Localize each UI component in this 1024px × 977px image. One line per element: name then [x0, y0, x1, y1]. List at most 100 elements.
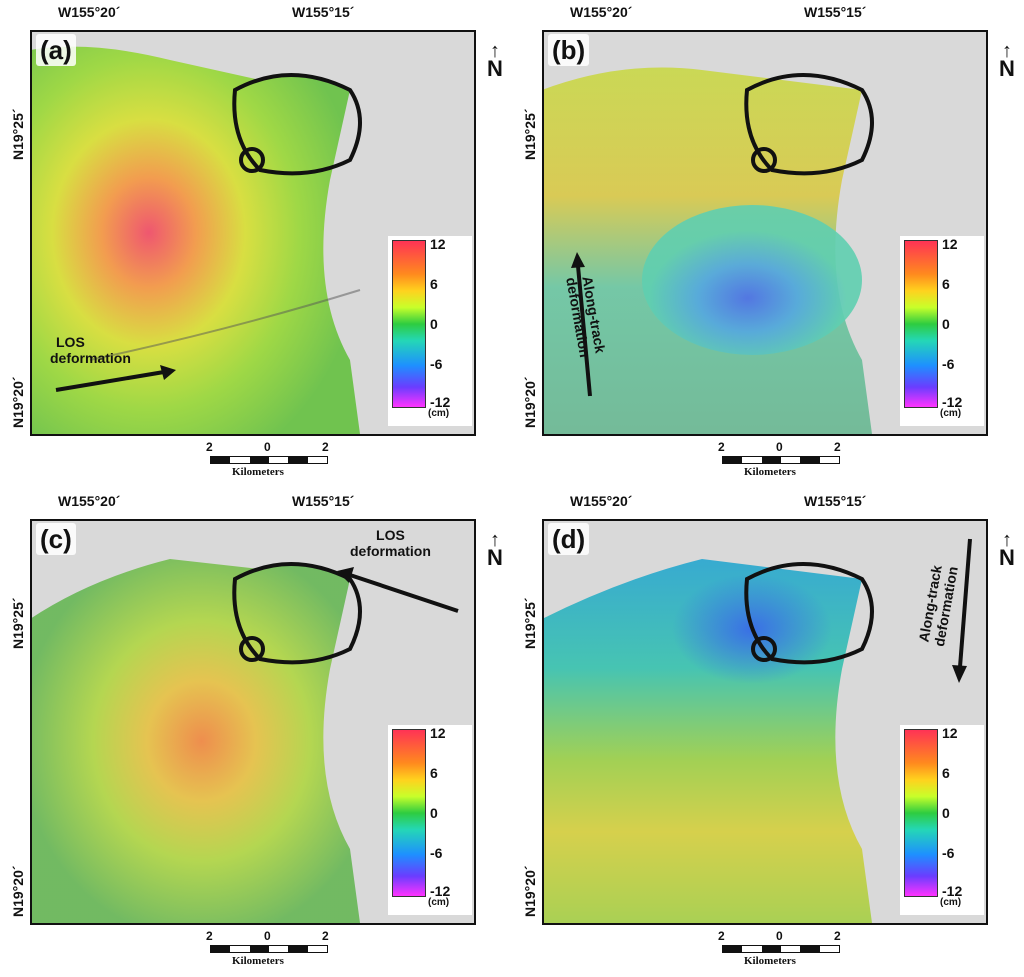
crater-pit — [751, 636, 777, 662]
scale-tick: 2 — [834, 929, 841, 943]
scale-unit: Kilometers — [232, 466, 284, 478]
colorbar-tick: -12 — [430, 883, 451, 899]
panel-a: W155°20´ W155°15´ N19°25´ N19°20´ (a) ↑ … — [0, 0, 512, 488]
panel-b: W155°20´ W155°15´ N19°25´ N19°20´ (b) ↑ … — [512, 0, 1024, 488]
deformation-arrow-icon — [55, 365, 176, 392]
scale-tick: 2 — [322, 929, 329, 943]
north-arrow: ↑ N — [994, 529, 1020, 570]
scale-bar: 2 0 2 Kilometers — [718, 929, 848, 975]
latitude-label-south: N19°20´ — [522, 376, 538, 428]
panel-d: W155°20´ W155°15´ N19°25´ N19°20´ (d) ↑ … — [512, 489, 1024, 977]
colorbar-tick: -12 — [430, 394, 451, 410]
colorbar-tick: 12 — [430, 236, 446, 252]
colorbar-tick: 12 — [430, 725, 446, 741]
deformation-field — [30, 559, 360, 923]
colorbar-tick: 6 — [942, 276, 950, 292]
north-arrow-icon: ↑ — [490, 529, 500, 551]
panel-c: W155°20´ W155°15´ N19°25´ N19°20´ (c) ↑ … — [0, 489, 512, 977]
deformation-map — [30, 30, 474, 434]
colorbar-tick: 12 — [942, 725, 958, 741]
north-arrow: ↑ N — [994, 40, 1020, 81]
rift-line — [89, 289, 361, 361]
colorbar-tick: 0 — [430, 805, 438, 821]
scale-bar: 2 0 2 Kilometers — [206, 929, 336, 975]
colorbar-unit: (cm) — [940, 408, 962, 419]
north-arrow-icon: ↑ — [490, 40, 500, 62]
longitude-label-west: W155°20´ — [570, 493, 633, 509]
colorbar-tick: 6 — [942, 765, 950, 781]
north-arrow: ↑ N — [482, 529, 508, 570]
colorbar: 12 6 0 -6 -12 (cm) — [388, 236, 472, 426]
panel-label: (c) — [36, 523, 76, 555]
colorbar-tick: -6 — [430, 356, 443, 372]
crater-pit — [239, 636, 265, 662]
deformation-arrow-icon — [571, 252, 592, 397]
scale-tick: 0 — [264, 929, 271, 943]
longitude-label-west: W155°20´ — [570, 4, 633, 20]
colorbar-gradient — [392, 240, 426, 408]
scale-tick: 2 — [322, 440, 329, 454]
colorbar-tick: -12 — [942, 883, 963, 899]
latitude-label-south: N19°20´ — [10, 376, 26, 428]
latitude-label-north: N19°25´ — [522, 108, 538, 160]
latitude-label-north: N19°25´ — [10, 108, 26, 160]
colorbar-tick: -6 — [430, 845, 443, 861]
scale-tick: 2 — [718, 440, 725, 454]
colorbar-tick: 12 — [942, 236, 958, 252]
north-letter: N — [487, 545, 503, 570]
scale-tick: 0 — [776, 440, 783, 454]
scale-tick: 2 — [834, 440, 841, 454]
scale-bar: 2 0 2 Kilometers — [718, 440, 848, 486]
north-arrow-icon: ↑ — [1002, 40, 1012, 62]
colorbar-tick: 6 — [430, 765, 438, 781]
colorbar-gradient — [904, 240, 938, 408]
longitude-label-east: W155°15´ — [804, 4, 867, 20]
colorbar-gradient — [392, 729, 426, 897]
scale-tick: 2 — [206, 929, 213, 943]
north-letter: N — [487, 56, 503, 81]
longitude-label-east: W155°15´ — [292, 4, 355, 20]
panel-label: (d) — [548, 523, 590, 555]
deformation-lobe — [642, 205, 862, 355]
panel-label: (a) — [36, 34, 76, 66]
scale-bar: 2 0 2 Kilometers — [206, 440, 336, 486]
colorbar-tick: 6 — [430, 276, 438, 292]
scale-unit: Kilometers — [744, 466, 796, 478]
crater-pit — [239, 147, 265, 173]
colorbar-tick: 0 — [430, 316, 438, 332]
colorbar: 12 6 0 -6 -12 (cm) — [900, 725, 984, 915]
latitude-label-north: N19°25´ — [522, 597, 538, 649]
latitude-label-north: N19°25´ — [10, 597, 26, 649]
scale-tick: 2 — [206, 440, 213, 454]
annotation-line-2: deformation — [50, 350, 131, 366]
north-arrow-icon: ↑ — [1002, 529, 1012, 551]
scale-tick: 2 — [718, 929, 725, 943]
deformation-field — [30, 46, 360, 434]
scale-tick: 0 — [264, 440, 271, 454]
annotation-line-2: deformation — [350, 543, 431, 559]
colorbar-unit: (cm) — [428, 897, 450, 908]
longitude-label-east: W155°15´ — [292, 493, 355, 509]
colorbar-tick: -6 — [942, 356, 955, 372]
colorbar: 12 6 0 -6 -12 (cm) — [900, 236, 984, 426]
annotation-line-1: LOS — [376, 527, 405, 543]
latitude-label-south: N19°20´ — [10, 865, 26, 917]
longitude-label-east: W155°15´ — [804, 493, 867, 509]
scale-tick: 0 — [776, 929, 783, 943]
colorbar-tick: -12 — [942, 394, 963, 410]
colorbar-tick: 0 — [942, 316, 950, 332]
crater-pit — [751, 147, 777, 173]
north-letter: N — [999, 545, 1015, 570]
deformation-arrow-icon — [952, 538, 972, 683]
colorbar: 12 6 0 -6 -12 (cm) — [388, 725, 472, 915]
deformation-annotation: LOS deformation — [50, 334, 131, 366]
north-arrow: ↑ N — [482, 40, 508, 81]
north-letter: N — [999, 56, 1015, 81]
deformation-arrow-icon — [337, 567, 459, 613]
deformation-map — [542, 519, 986, 923]
longitude-label-west: W155°20´ — [58, 4, 121, 20]
panel-label: (b) — [548, 34, 590, 66]
scale-unit: Kilometers — [232, 955, 284, 967]
colorbar-unit: (cm) — [428, 408, 450, 419]
longitude-label-west: W155°20´ — [58, 493, 121, 509]
